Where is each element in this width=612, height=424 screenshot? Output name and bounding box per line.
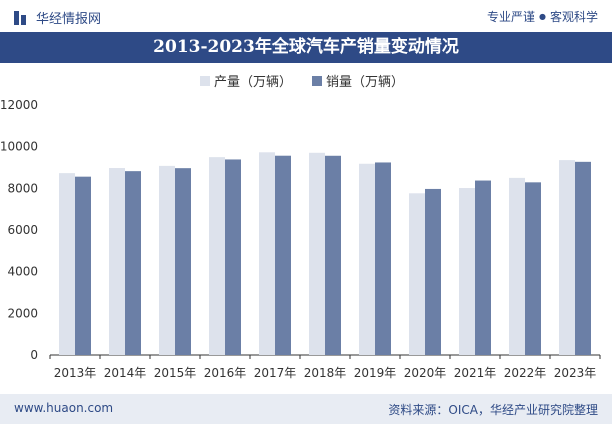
bar-production bbox=[509, 177, 525, 355]
x-tick-label: 2019年 bbox=[354, 366, 397, 380]
y-tick-label: 10000 bbox=[0, 140, 38, 154]
y-tick-label: 0 bbox=[30, 348, 38, 362]
legend-swatch bbox=[200, 76, 210, 86]
bar-sales bbox=[175, 168, 191, 355]
x-tick-label: 2022年 bbox=[504, 366, 547, 380]
x-tick-label: 2017年 bbox=[254, 366, 297, 380]
bar-production bbox=[309, 152, 325, 355]
y-tick-label: 6000 bbox=[7, 223, 38, 237]
bar-sales bbox=[225, 159, 241, 355]
chart-title: 2013-2023年全球汽车产销量变动情况 bbox=[0, 32, 612, 63]
top-bar: 华经情报网 专业严谨 ● 客观科学 bbox=[0, 0, 612, 32]
legend-label: 销量（万辆） bbox=[326, 75, 404, 90]
bar-sales bbox=[425, 188, 441, 355]
y-tick-label: 8000 bbox=[7, 181, 38, 195]
x-tick-label: 2014年 bbox=[104, 366, 147, 380]
legend-swatch bbox=[312, 76, 322, 86]
bar-production bbox=[459, 188, 475, 355]
slogan: 专业严谨 ● 客观科学 bbox=[487, 8, 598, 25]
footer: www.huaon.com 资料来源：OICA，华经产业研究院整理 bbox=[0, 394, 612, 424]
x-tick-label: 2016年 bbox=[204, 366, 247, 380]
x-tick-label: 2013年 bbox=[54, 366, 97, 380]
x-tick-label: 2018年 bbox=[304, 366, 347, 380]
bar-chart: 0 2000 4000 6000 8000 10000 12000 2013年 2014年 201… bbox=[0, 75, 601, 380]
bar-sales bbox=[525, 182, 541, 355]
brand: 华经情报网 bbox=[14, 8, 101, 27]
y-tick-label: 2000 bbox=[7, 306, 38, 320]
slogan-left: 专业严谨 bbox=[486, 10, 535, 24]
x-tick-label: 2020年 bbox=[404, 366, 447, 380]
x-tick-label: 2023年 bbox=[554, 366, 597, 380]
bar-sales bbox=[75, 176, 91, 355]
y-tick-label: 12000 bbox=[0, 98, 38, 112]
bar-production bbox=[559, 160, 575, 355]
slogan-right: 客观科学 bbox=[549, 10, 598, 24]
bar-production bbox=[359, 163, 375, 355]
x-tick-label: 2015年 bbox=[154, 366, 197, 380]
bar-sales bbox=[475, 180, 491, 355]
bar-sales bbox=[575, 161, 591, 355]
data-source: 资料来源：OICA，华经产业研究院整理 bbox=[388, 403, 598, 417]
bar-sales bbox=[125, 171, 141, 355]
bar-sales bbox=[325, 155, 341, 355]
bar-production bbox=[209, 157, 225, 355]
bar-production bbox=[109, 168, 125, 355]
bar-production bbox=[259, 152, 275, 355]
x-tick-label: 2021年 bbox=[454, 366, 497, 380]
bar-production bbox=[159, 165, 175, 355]
slogan-separator: ● bbox=[539, 12, 546, 21]
legend-label: 产量（万辆） bbox=[214, 75, 292, 90]
bar-production bbox=[409, 193, 425, 355]
huajing-logo-icon bbox=[14, 10, 30, 25]
bar-production bbox=[59, 173, 75, 355]
y-tick-label: 4000 bbox=[7, 265, 38, 279]
brand-name: 华经情报网 bbox=[36, 12, 102, 27]
bar-sales bbox=[275, 155, 291, 355]
bar-sales bbox=[375, 162, 391, 355]
website-link[interactable]: www.huaon.com bbox=[14, 401, 114, 415]
